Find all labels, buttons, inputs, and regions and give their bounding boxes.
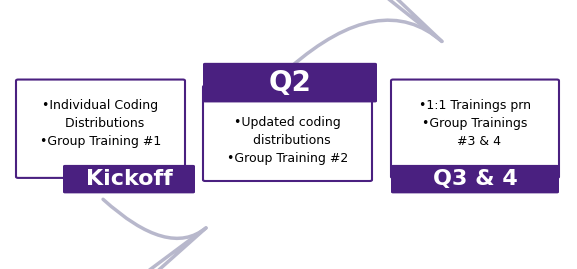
FancyBboxPatch shape	[16, 80, 185, 178]
Text: •Updated coding
  distributions
•Group Training #2: •Updated coding distributions •Group Tra…	[227, 116, 348, 165]
Text: Q3 & 4: Q3 & 4	[433, 169, 518, 189]
FancyBboxPatch shape	[203, 63, 377, 102]
Text: •1:1 Trainings prn
•Group Trainings
  #3 & 4: •1:1 Trainings prn •Group Trainings #3 &…	[419, 99, 531, 148]
Text: Kickoff: Kickoff	[85, 169, 173, 189]
FancyBboxPatch shape	[203, 86, 372, 181]
FancyBboxPatch shape	[63, 165, 195, 193]
Text: Q2: Q2	[268, 69, 312, 97]
FancyBboxPatch shape	[391, 80, 559, 178]
FancyBboxPatch shape	[391, 165, 559, 193]
Text: •Individual Coding
  Distributions
•Group Training #1: •Individual Coding Distributions •Group …	[40, 99, 161, 148]
